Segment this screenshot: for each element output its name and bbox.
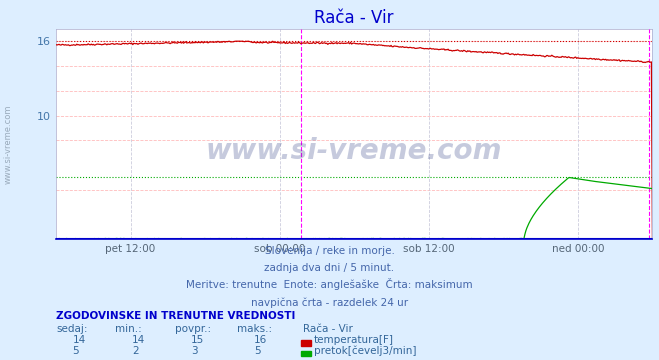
Title: Rača - Vir: Rača - Vir (314, 9, 394, 27)
Text: min.:: min.: (115, 324, 142, 334)
Text: www.si-vreme.com: www.si-vreme.com (206, 137, 502, 165)
Text: maks.:: maks.: (237, 324, 272, 334)
Text: temperatura[F]: temperatura[F] (314, 335, 393, 345)
Text: 2: 2 (132, 346, 138, 356)
Text: 14: 14 (132, 335, 145, 345)
Text: Meritve: trenutne  Enote: anglešaške  Črta: maksimum: Meritve: trenutne Enote: anglešaške Črta… (186, 278, 473, 291)
Text: 3: 3 (191, 346, 198, 356)
Text: 14: 14 (72, 335, 86, 345)
Text: Rača - Vir: Rača - Vir (303, 324, 353, 334)
Text: 15: 15 (191, 335, 204, 345)
Text: ZGODOVINSKE IN TRENUTNE VREDNOSTI: ZGODOVINSKE IN TRENUTNE VREDNOSTI (56, 311, 295, 321)
Text: Slovenija / reke in morje.: Slovenija / reke in morje. (264, 246, 395, 256)
Text: 5: 5 (254, 346, 260, 356)
Text: 5: 5 (72, 346, 79, 356)
Text: 16: 16 (254, 335, 267, 345)
Text: www.si-vreme.com: www.si-vreme.com (4, 104, 13, 184)
Text: sedaj:: sedaj: (56, 324, 88, 334)
Text: pretok[čevelj3/min]: pretok[čevelj3/min] (314, 345, 416, 356)
Text: zadnja dva dni / 5 minut.: zadnja dva dni / 5 minut. (264, 263, 395, 273)
Text: navpična črta - razdelek 24 ur: navpična črta - razdelek 24 ur (251, 297, 408, 308)
Text: povpr.:: povpr.: (175, 324, 211, 334)
